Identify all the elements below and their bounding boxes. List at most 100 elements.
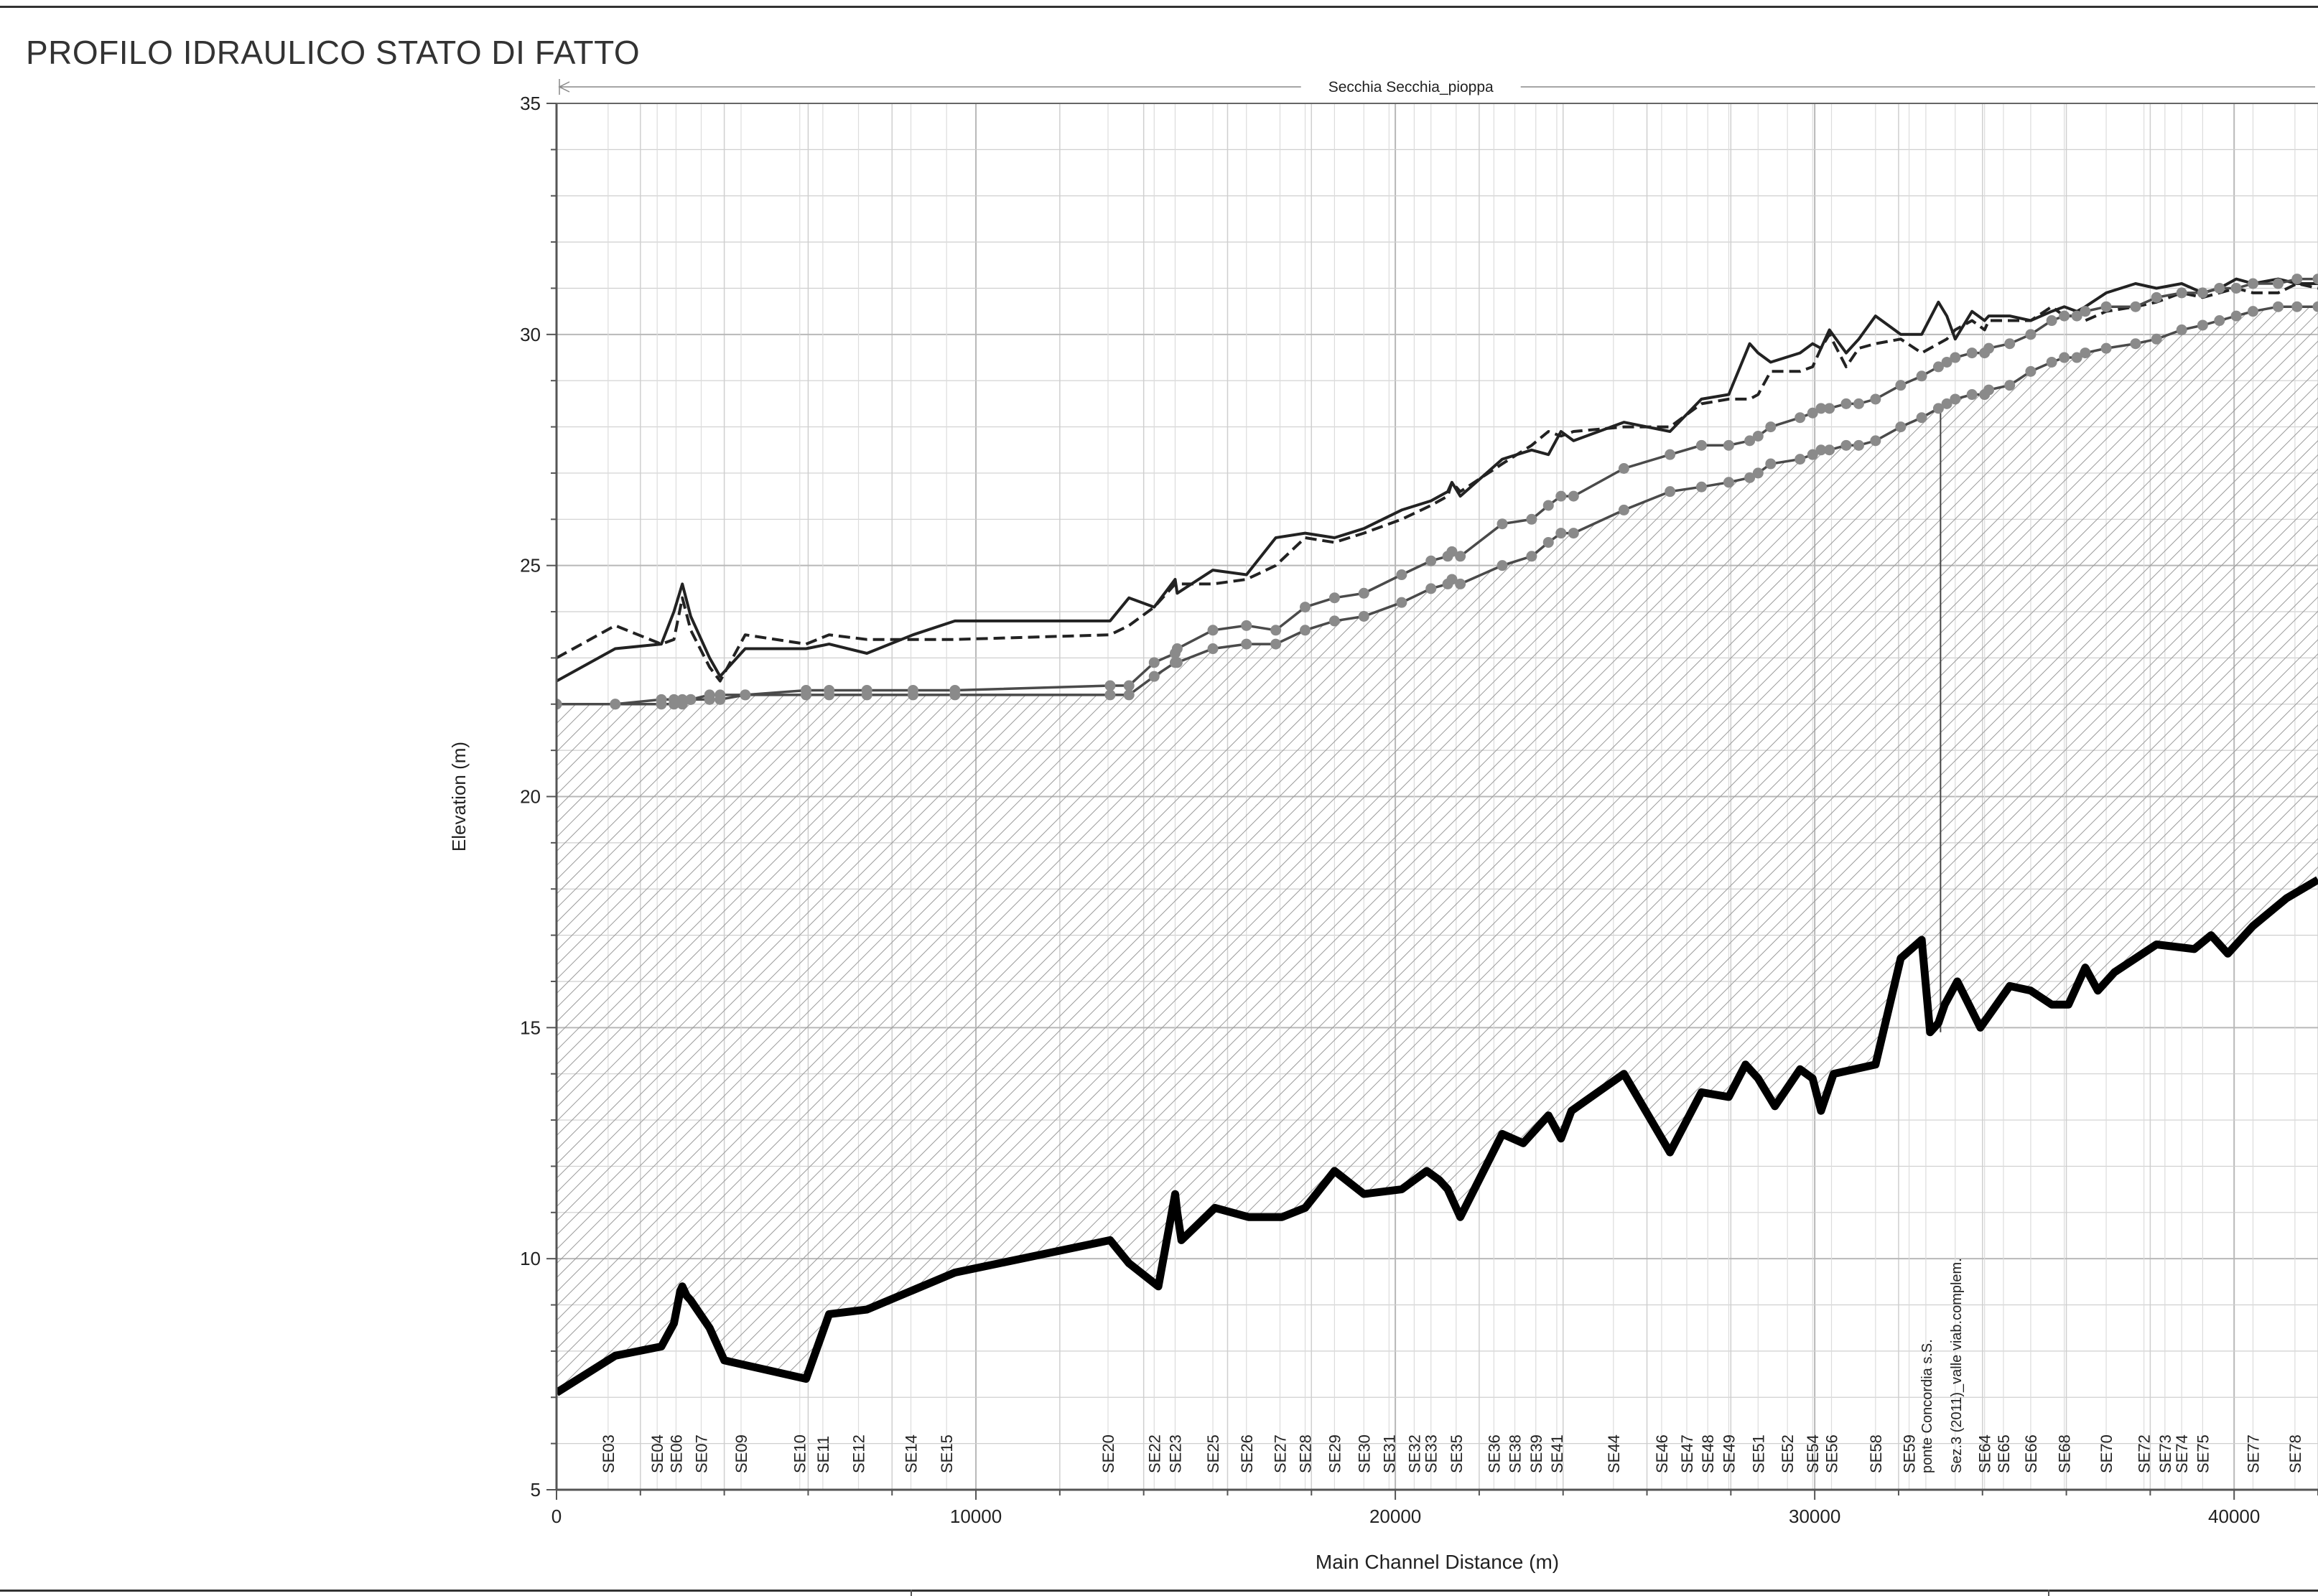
data-point xyxy=(2214,315,2225,327)
data-point xyxy=(2151,291,2162,303)
data-point xyxy=(1723,477,1734,488)
frame-bottom-border xyxy=(0,1590,2318,1592)
data-point xyxy=(1455,578,1466,589)
data-point xyxy=(2071,310,2082,322)
data-point xyxy=(1207,625,1219,636)
section-label: SE06 xyxy=(667,1434,685,1473)
section-label: SE78 xyxy=(2286,1434,2304,1473)
x-axis-title: Main Channel Distance (m) xyxy=(1316,1551,1559,1573)
data-point xyxy=(2046,315,2057,327)
axes: 5 10 15 20 25 30 35 0 10000 20000 30000 40000 SE03 SE… xyxy=(520,79,2318,1527)
x-tick-label: 0 xyxy=(551,1506,562,1527)
section-label: SE47 xyxy=(1678,1434,1696,1473)
section-label: SE14 xyxy=(903,1434,921,1473)
section-label: SE12 xyxy=(850,1434,868,1473)
data-point xyxy=(1396,569,1407,581)
section-label: SE29 xyxy=(1326,1434,1344,1473)
x-tick-label: 20000 xyxy=(1369,1506,1421,1527)
data-point xyxy=(1950,352,1961,363)
data-point xyxy=(1358,587,1369,599)
data-point xyxy=(1270,625,1282,636)
data-point xyxy=(2004,338,2016,350)
data-point xyxy=(1807,407,1818,419)
series-group xyxy=(557,274,2318,1396)
data-point xyxy=(2291,301,2303,312)
data-point xyxy=(2230,282,2242,294)
data-point xyxy=(1241,638,1252,650)
section-label: Sez.3 (2011)_valle viab.complem. xyxy=(1949,1258,1965,1473)
y-tick-label: 5 xyxy=(531,1479,541,1501)
data-point xyxy=(669,699,680,710)
x-tick-label: 30000 xyxy=(1789,1506,1840,1527)
data-point xyxy=(1555,528,1567,539)
y-tick-label: 20 xyxy=(520,786,541,808)
frame-divider-tick xyxy=(911,1590,912,1596)
section-label: SE35 xyxy=(1448,1434,1466,1473)
data-point xyxy=(2080,306,2091,317)
data-point xyxy=(1568,490,1579,502)
data-point xyxy=(824,689,835,701)
section-label: SE39 xyxy=(1527,1434,1545,1473)
data-point xyxy=(1941,398,1952,409)
data-point xyxy=(1744,435,1756,447)
section-label: SE11 xyxy=(814,1436,832,1473)
data-point xyxy=(1455,551,1466,562)
y-tick-label: 10 xyxy=(520,1248,541,1269)
data-point xyxy=(1425,583,1437,594)
data-point xyxy=(1446,574,1458,585)
data-point xyxy=(1983,384,1995,396)
data-point xyxy=(2025,365,2037,377)
data-point xyxy=(1795,454,1806,465)
data-point xyxy=(2100,342,2112,354)
section-label: ponte Concordia s.S. xyxy=(1919,1339,1935,1473)
section-label: SE72 xyxy=(2136,1434,2154,1473)
data-point xyxy=(1270,638,1282,650)
data-point xyxy=(1665,486,1676,498)
section-label: SE28 xyxy=(1297,1434,1315,1473)
section-label: SE26 xyxy=(1238,1434,1256,1473)
section-label: SE54 xyxy=(1804,1434,1822,1473)
section-label: SE75 xyxy=(2194,1434,2212,1473)
data-point xyxy=(1983,342,1995,354)
data-point xyxy=(1765,458,1777,470)
section-label: SE36 xyxy=(1485,1434,1503,1473)
section-label: SE07 xyxy=(692,1434,710,1473)
data-point xyxy=(704,694,715,705)
data-point xyxy=(907,689,918,701)
data-point xyxy=(1328,592,1340,604)
data-point xyxy=(1840,398,1852,409)
data-point xyxy=(2273,301,2284,312)
section-label: SE33 xyxy=(1423,1434,1440,1473)
section-label: SE64 xyxy=(1976,1434,1994,1473)
y-tick-label: 15 xyxy=(520,1017,541,1038)
data-point xyxy=(2197,319,2208,331)
data-point xyxy=(1425,555,1437,566)
data-point xyxy=(1966,347,1978,359)
section-label: SE22 xyxy=(1145,1434,1163,1473)
data-point xyxy=(2046,356,2057,368)
section-label: SE03 xyxy=(600,1434,618,1473)
x-tick-label: 40000 xyxy=(2208,1506,2260,1527)
section-label: SE74 xyxy=(2173,1434,2191,1473)
data-point xyxy=(1542,500,1554,511)
data-point xyxy=(1895,421,1907,433)
data-point xyxy=(1171,643,1183,655)
data-point xyxy=(1895,380,1907,391)
section-label: SE73 xyxy=(2156,1434,2174,1473)
data-point xyxy=(715,694,726,705)
data-point xyxy=(2291,274,2303,285)
section-label: SE68 xyxy=(2056,1434,2074,1473)
data-point xyxy=(656,699,667,710)
y-tick-label: 30 xyxy=(520,324,541,345)
section-label: SE32 xyxy=(1405,1434,1423,1473)
data-point xyxy=(1446,546,1458,557)
data-point xyxy=(2059,352,2070,363)
data-point xyxy=(2176,324,2187,335)
axis-labels: Secchia Secchia_pioppa Main Channel Dist… xyxy=(448,79,1559,1573)
data-point xyxy=(1148,671,1160,682)
data-point xyxy=(1148,657,1160,668)
data-point xyxy=(1840,439,1852,451)
section-label: SE46 xyxy=(1653,1434,1671,1473)
data-point xyxy=(1396,597,1407,608)
data-point xyxy=(2273,278,2284,289)
